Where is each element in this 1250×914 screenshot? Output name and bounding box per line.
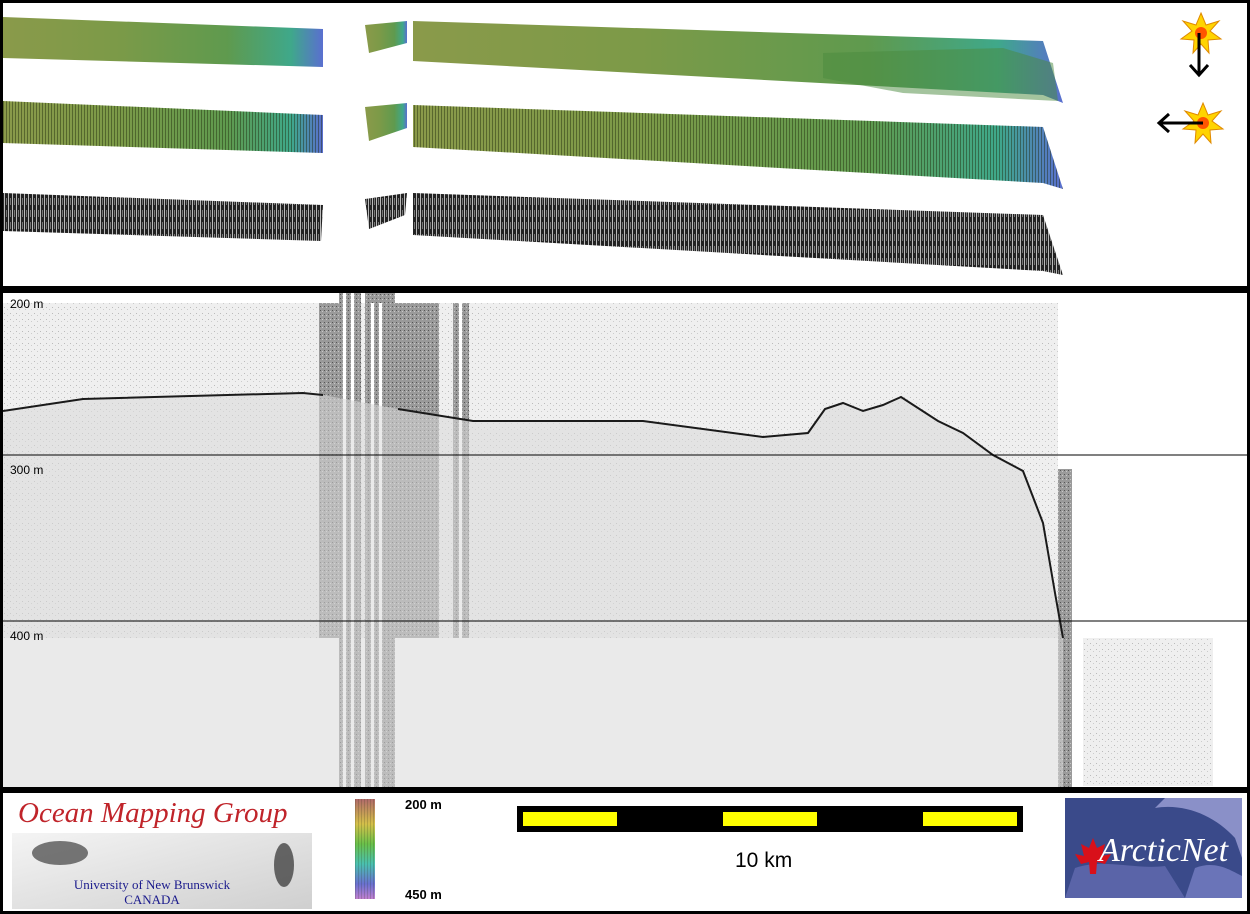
legend-panel: Ocean Mapping Group University of New Br… — [3, 793, 1247, 911]
scale-bar — [517, 806, 1023, 832]
arrow-down-icon — [1188, 33, 1210, 78]
seabed-reflector — [3, 391, 1064, 639]
seafloor-image — [12, 833, 312, 909]
arcticnet-title: ArcticNet — [1099, 832, 1229, 869]
arcticnet-logo: ArcticNet — [1065, 798, 1242, 898]
backscatter-strip-3 — [3, 193, 1063, 275]
colorbar-bottom-label: 450 m — [405, 887, 442, 902]
arrow-left-icon — [1156, 112, 1203, 134]
depth-label-300: 300 m — [10, 463, 44, 477]
shaded-relief-strip-2 — [3, 101, 1063, 189]
swath-panel — [3, 3, 1247, 286]
ocean-mapping-subtitle: University of New Brunswick — [73, 877, 231, 892]
ocean-mapping-title: Ocean Mapping Group — [18, 797, 288, 829]
depth-label-400: 400 m — [10, 629, 44, 643]
maple-leaf-icon — [1075, 838, 1111, 874]
ocean-mapping-group-logo: Ocean Mapping Group University of New Br… — [12, 793, 312, 909]
sediment-shading — [3, 393, 1063, 787]
depth-colorbar — [355, 799, 375, 899]
shaded-relief-strip-1 — [3, 17, 1063, 103]
echo-background-deep — [1083, 638, 1213, 786]
ocean-mapping-country: CANADA — [124, 892, 180, 907]
echogram-panel: 200 m 300 m 400 m — [3, 293, 1247, 787]
colorbar-top-label: 200 m — [405, 797, 442, 812]
depth-label-200: 200 m — [10, 297, 44, 311]
sun-icon — [1179, 11, 1223, 55]
scale-bar-label: 10 km — [735, 849, 793, 872]
swath-strips — [3, 11, 1225, 275]
echogram — [3, 293, 1247, 787]
arcticnet-map — [1065, 798, 1242, 898]
